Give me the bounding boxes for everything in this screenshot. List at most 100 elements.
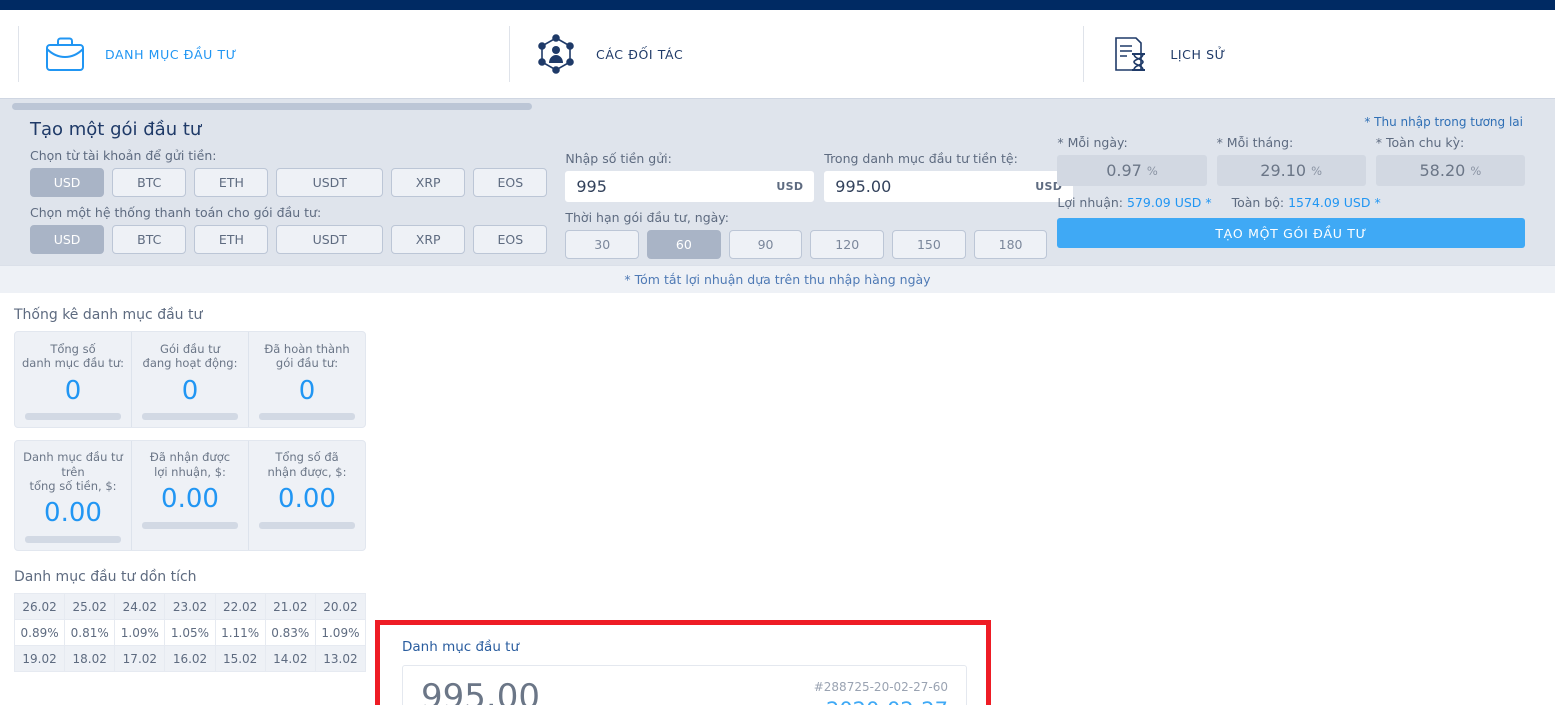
accum-date: 22.02: [214, 593, 266, 620]
stat-caption: Danh mục đầu tư trên tổng số tiền, $:: [23, 450, 123, 494]
stat-bottom-bar: [142, 413, 238, 421]
stat-total-invested: Danh mục đầu tư trên tổng số tiền, $: 0.…: [15, 441, 132, 551]
stat-caption: Đã nhận được lợi nhuận, $:: [149, 450, 231, 479]
rate-labels: * Mỗi ngày: * Mỗi tháng: * Toàn chu kỳ:: [1057, 135, 1525, 150]
profit-value: 579.09 USD *: [1126, 195, 1212, 210]
rate-total-value: 58.20: [1419, 161, 1466, 180]
payment-currency-xrp[interactable]: XRP: [391, 225, 466, 254]
rate-values: 0.97 % 29.10 % 58.20 %: [1057, 155, 1525, 186]
stat-value: 0.00: [278, 484, 336, 515]
stat-bottom-bar: [142, 521, 238, 529]
stat-total-received: Tổng số đã nhận được, $: 0.00: [249, 441, 365, 550]
deposit-amount-label: Nhập số tiền gửi:: [565, 151, 672, 166]
account-currency-usdt[interactable]: USDT: [276, 168, 384, 197]
portfolio-currency-suffix: USD: [1035, 180, 1063, 193]
portfolio-amount-input[interactable]: [835, 177, 1036, 196]
deposit-currency-suffix: USD: [776, 180, 804, 193]
stat-value: 0: [181, 375, 199, 406]
nav-item-label: LỊCH SỬ: [1170, 46, 1226, 62]
future-income-note: * Thu nhập trong tương lai: [1364, 115, 1523, 129]
portfolio-date: 2020-02-27: [814, 698, 948, 705]
accum-value: 1.09%: [114, 619, 166, 646]
stat-bottom-bar: [259, 521, 355, 529]
stat-bottom-bar: [25, 413, 121, 421]
payment-system-label: Chọn một hệ thống thanh toán cho gói đầu…: [30, 205, 322, 220]
main-nav: DANH MỤC ĐẦU TƯ CÁC ĐỐI TÁC: [0, 10, 1555, 98]
rate-monthly-value: 29.10: [1260, 161, 1307, 180]
portfolio-panel: Danh mục đầu tư 995.00 USD #288725-20-02…: [382, 625, 984, 705]
top-accent-bar: [0, 0, 1555, 10]
table-row: 26.02 25.02 24.02 23.02 22.02 21.02 20.0…: [13, 593, 367, 620]
portfolio-amount: 995.00: [421, 677, 540, 705]
portfolio-amount-field[interactable]: USD: [824, 171, 1074, 202]
accum-date: 14.02: [264, 645, 316, 672]
term-buttons: 30 60 90 120 150 180: [565, 230, 1048, 259]
total-value: 1574.09 USD *: [1288, 195, 1381, 210]
create-investment-button[interactable]: TẠO MỘT GÓI ĐẦU TƯ: [1057, 218, 1525, 248]
accum-date: 24.02: [114, 593, 166, 620]
stat-value: 0.00: [44, 498, 102, 529]
portfolio-amount-block: 995.00 USD: [421, 680, 540, 705]
profit-summary-line: Lợi nhuận: 579.09 USD * Toàn bộ: 1574.09…: [1057, 195, 1525, 210]
accumulation-section: Danh mục đầu tư dồn tích 26.02 25.02 24.…: [0, 563, 380, 672]
term-120[interactable]: 120: [810, 230, 885, 259]
term-90[interactable]: 90: [728, 230, 803, 259]
term-60[interactable]: 60: [647, 230, 721, 259]
rate-daily-value: 0.97: [1106, 161, 1142, 180]
create-investment-panel: Tạo một gói đầu tư Chọn từ tài khoản để …: [0, 98, 1555, 265]
form-middle-column: Nhập số tiền gửi: USD Trong danh mục đầu…: [547, 113, 1074, 259]
account-currency-usd[interactable]: USD: [30, 168, 105, 197]
account-currency-xrp[interactable]: XRP: [391, 168, 466, 197]
stat-value: 0: [298, 375, 316, 406]
summary-note-bar: * Tóm tắt lợi nhuận dựa trên thu nhập hà…: [0, 265, 1555, 293]
payment-currency-eos[interactable]: EOS: [473, 225, 548, 254]
account-currency-btc[interactable]: BTC: [112, 168, 187, 197]
accumulation-title: Danh mục đầu tư dồn tích: [14, 569, 197, 585]
nav-item-label: DANH MỤC ĐẦU TƯ: [105, 46, 238, 62]
stat-caption: Tổng số đã nhận được, $:: [267, 450, 347, 479]
rate-daily-label: * Mỗi ngày:: [1057, 135, 1128, 150]
payment-currency-usd[interactable]: USD: [30, 225, 105, 254]
deposit-amount-input[interactable]: [576, 177, 777, 196]
portfolio-card[interactable]: 995.00 USD #288725-20-02-27-60 2020-02-2…: [402, 665, 967, 705]
accum-date: 21.02: [264, 593, 316, 620]
portfolio-id: #288725-20-02-27-60: [813, 680, 948, 694]
percent-sign: %: [1146, 163, 1158, 178]
nav-item-history[interactable]: LỊCH SỬ: [1083, 26, 1226, 82]
nav-item-portfolio[interactable]: DANH MỤC ĐẦU TƯ: [18, 26, 237, 82]
deposit-amount-field[interactable]: USD: [565, 171, 815, 202]
deposit-amount-group: Nhập số tiền gửi: USD: [565, 143, 815, 202]
stat-bottom-bar: [25, 536, 121, 544]
payment-currency-btc[interactable]: BTC: [112, 225, 187, 254]
accum-value: 1.09%: [314, 619, 367, 646]
portfolio-statistics: Thống kê danh mục đầu tư Tổng số danh mụ…: [0, 301, 380, 552]
stat-bottom-bar: [259, 413, 355, 421]
payment-currency-eth[interactable]: ETH: [194, 225, 269, 254]
accum-date: 13.02: [314, 645, 367, 672]
portfolio-amount-label: Trong danh mục đầu tư tiền tệ:: [824, 151, 1018, 166]
percent-sign: %: [1470, 163, 1482, 178]
portfolio-title: Danh mục đầu tư: [402, 639, 520, 655]
accum-value: 0.83%: [264, 619, 316, 646]
panel-horizontal-scrollbar[interactable]: [12, 103, 1522, 110]
briefcase-icon: [41, 30, 89, 78]
term-30[interactable]: 30: [565, 230, 640, 259]
account-currency-eth[interactable]: ETH: [194, 168, 269, 197]
rate-monthly-box: 29.10 %: [1216, 155, 1366, 186]
nav-item-partners[interactable]: CÁC ĐỐI TÁC: [509, 26, 683, 82]
payment-currency-usdt[interactable]: USDT: [276, 225, 384, 254]
stat-caption: Đã hoàn thành gói đầu tư:: [264, 342, 350, 371]
payment-currency-buttons: USD BTC ETH USDT XRP EOS: [30, 225, 548, 254]
stat-caption: Gói đầu tư đang hoạt động:: [142, 342, 238, 371]
account-source-label: Chọn từ tài khoản để gửi tiền:: [30, 148, 217, 163]
accum-date: 18.02: [64, 645, 116, 672]
accum-date: 23.02: [164, 593, 216, 620]
term-150[interactable]: 150: [892, 230, 966, 259]
statistics-title: Thống kê danh mục đầu tư: [14, 307, 203, 323]
statistics-row-2: Danh mục đầu tư trên tổng số tiền, $: 0.…: [14, 440, 366, 552]
rate-monthly-label: * Mỗi tháng:: [1216, 135, 1294, 150]
term-180[interactable]: 180: [973, 230, 1048, 259]
account-currency-eos[interactable]: EOS: [473, 168, 548, 197]
statistics-row-1: Tổng số danh mục đầu tư: 0 Gói đầu tư đa…: [14, 331, 366, 429]
accum-date: 20.02: [314, 593, 367, 620]
